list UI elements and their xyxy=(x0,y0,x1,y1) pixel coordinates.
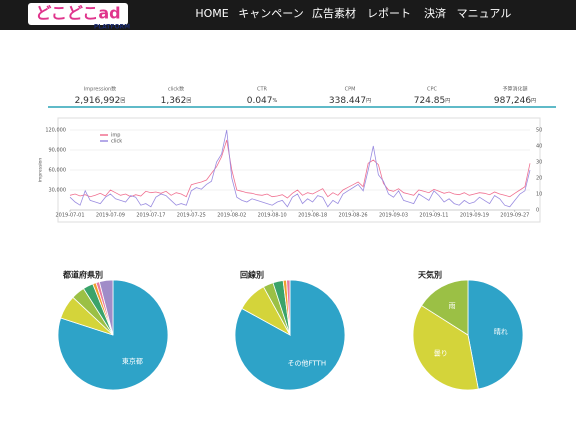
stat-value: 724.85円 xyxy=(414,96,451,106)
pie-slice xyxy=(98,279,114,336)
y2-tick-label: 50 xyxy=(536,128,542,134)
nav-item[interactable]: マニュアル xyxy=(457,7,512,20)
stat-value: 0.047% xyxy=(247,96,278,106)
nav-item[interactable]: HOME xyxy=(195,7,228,20)
stat-label: CTR xyxy=(257,87,268,93)
nav-item[interactable]: キャンペーン xyxy=(238,7,303,20)
pie-title: 天気別 xyxy=(418,270,442,280)
line-chart-frame xyxy=(57,117,541,223)
x-tick-label: 2019-09-03 xyxy=(379,213,408,219)
logo-bg xyxy=(28,3,128,25)
stat-value: 2,916,992回 xyxy=(75,96,126,106)
pie-label: 東京都 xyxy=(122,357,143,366)
x-tick-label: 2019-08-18 xyxy=(298,213,327,219)
pie-title: 都道府県別 xyxy=(62,270,103,280)
legend-label: click xyxy=(111,139,122,145)
series-line xyxy=(69,139,531,199)
x-tick-label: 2019-09-27 xyxy=(500,213,529,219)
y-tick-label: 60,000 xyxy=(49,168,67,174)
stat-number: 724.85 xyxy=(414,96,446,106)
x-tick-label: 2019-09-11 xyxy=(419,213,448,219)
stat-value: 987,246円 xyxy=(494,96,536,106)
stat-unit: 回 xyxy=(186,98,191,104)
pie-label: 曇り xyxy=(434,350,448,358)
nav-item[interactable]: 広告素材 xyxy=(312,6,356,20)
stat-number: 987,246 xyxy=(494,96,531,106)
y2-tick-label: 20 xyxy=(536,176,542,182)
y-axis-label: impression xyxy=(38,158,44,183)
stat-unit: 回 xyxy=(120,98,125,104)
x-tick-label: 2019-08-02 xyxy=(217,213,246,219)
x-tick-label: 2019-07-01 xyxy=(55,213,84,219)
pie-label: 雨 xyxy=(449,302,456,310)
stat-unit: 円 xyxy=(366,98,371,104)
logo[interactable]: どこどこad xyxy=(35,4,120,23)
nav-item[interactable]: レポート xyxy=(367,7,411,20)
stat-label: Impression数 xyxy=(84,86,116,93)
logo-sub: PLATFORM xyxy=(94,24,130,31)
stat-number: 1,362 xyxy=(161,96,187,106)
stat-value: 1,362回 xyxy=(161,96,192,106)
stat-unit: 円 xyxy=(531,98,536,104)
stat-unit: 円 xyxy=(445,98,450,104)
stat-number: 0.047 xyxy=(247,96,273,106)
pie-label: 晴れ xyxy=(494,327,508,336)
pie-slice xyxy=(421,279,469,336)
stat-label: click数 xyxy=(168,86,184,93)
pie-slice xyxy=(412,304,479,391)
x-tick-label: 2019-08-26 xyxy=(339,213,368,219)
stat-label: 予算消化額 xyxy=(502,86,527,93)
stat-unit: % xyxy=(273,98,278,104)
pie-label: その他FTTH xyxy=(287,358,326,367)
pie-title: 回線別 xyxy=(240,270,264,280)
x-tick-label: 2019-07-09 xyxy=(96,213,125,219)
series-line xyxy=(69,129,531,208)
x-tick-label: 2019-08-10 xyxy=(258,213,287,219)
y2-tick-label: 40 xyxy=(536,144,542,150)
y2-tick-label: 0 xyxy=(536,208,539,214)
stat-label: CPC xyxy=(427,87,438,93)
x-tick-label: 2019-07-25 xyxy=(177,213,206,219)
y-tick-label: 30,000 xyxy=(49,188,67,194)
stat-number: 2,916,992 xyxy=(75,96,121,106)
x-tick-label: 2019-09-19 xyxy=(460,213,489,219)
pie-slice xyxy=(286,279,291,336)
stat-value: 338.447円 xyxy=(329,96,371,106)
legend-label: imp xyxy=(111,133,120,139)
y2-tick-label: 10 xyxy=(536,192,542,198)
y2-tick-label: 30 xyxy=(536,160,542,166)
stat-label: CPM xyxy=(345,87,356,93)
x-tick-label: 2019-07-17 xyxy=(136,213,165,219)
stat-number: 338.447 xyxy=(329,96,366,106)
y-tick-label: 90,000 xyxy=(49,148,67,154)
y-tick-label: 120,000 xyxy=(45,128,66,134)
nav-item[interactable]: 決済 xyxy=(424,6,446,20)
pie-slice xyxy=(467,279,524,390)
